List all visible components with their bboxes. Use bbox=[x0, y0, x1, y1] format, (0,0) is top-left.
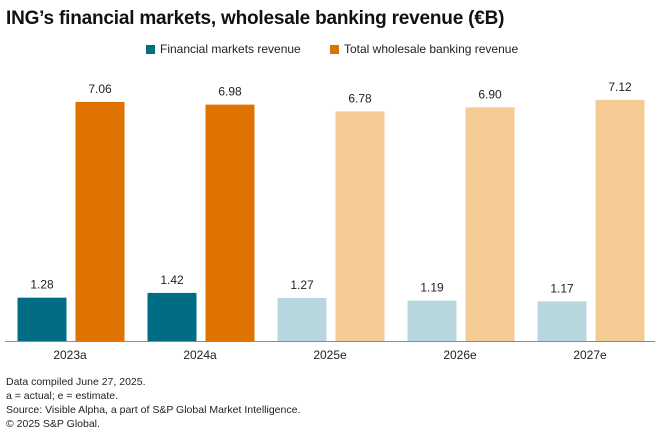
data-label-total-wholesale-2025e: 6.78 bbox=[348, 91, 372, 105]
bar-financial-markets-2027e bbox=[537, 301, 587, 341]
x-tick-label-2024a: 2024a bbox=[183, 348, 217, 362]
data-label-total-wholesale-2026e: 6.90 bbox=[478, 87, 502, 101]
bar-total-wholesale-2024a bbox=[205, 104, 255, 342]
data-label-financial-markets-2023a: 1.28 bbox=[30, 278, 54, 292]
bar-chart: 1.28 7.06 2023a 1.42 6.98 2024a 1.27 6.78 2025e 1… bbox=[5, 80, 655, 362]
data-label-total-wholesale-2023a: 7.06 bbox=[88, 82, 112, 96]
data-label-financial-markets-2027e: 1.17 bbox=[550, 281, 574, 295]
legend-label-financial-markets: Financial markets revenue bbox=[160, 42, 301, 56]
legend-swatch-total-wholesale bbox=[330, 44, 339, 54]
legend: Financial markets revenue Total wholesal… bbox=[0, 42, 660, 60]
data-label-total-wholesale-2027e: 7.12 bbox=[608, 80, 632, 94]
data-label-financial-markets-2025e: 1.27 bbox=[290, 278, 314, 292]
chart-title: ING’s financial markets, wholesale banki… bbox=[6, 8, 505, 29]
bar-financial-markets-2025e bbox=[277, 297, 327, 341]
bar-financial-markets-2026e bbox=[407, 300, 457, 341]
x-tick-label-2026e: 2026e bbox=[443, 348, 477, 362]
data-label-financial-markets-2024a: 1.42 bbox=[160, 273, 184, 287]
footnote-copyright: © 2025 S&P Global. bbox=[6, 418, 100, 430]
bar-financial-markets-2024a bbox=[147, 292, 197, 341]
bar-total-wholesale-2026e bbox=[465, 107, 515, 341]
legend-item-total-wholesale: Total wholesale banking revenue bbox=[330, 42, 518, 56]
x-tick-label-2027e: 2027e bbox=[573, 348, 607, 362]
x-tick-label-2025e: 2025e bbox=[313, 348, 347, 362]
footnotes: Data compiled June 27, 2025. a = actual;… bbox=[6, 375, 300, 431]
footnote-source: Source: Visible Alpha, a part of S&P Glo… bbox=[6, 404, 301, 416]
bar-financial-markets-2023a bbox=[17, 297, 67, 341]
bar-total-wholesale-2025e bbox=[335, 111, 385, 341]
x-tick-label-2023a: 2023a bbox=[53, 348, 87, 362]
data-label-financial-markets-2026e: 1.19 bbox=[420, 281, 444, 295]
legend-swatch-financial-markets bbox=[146, 44, 155, 54]
legend-label-total-wholesale: Total wholesale banking revenue bbox=[344, 42, 519, 56]
footnote-legend-key: a = actual; e = estimate. bbox=[6, 390, 119, 402]
footnote-date: Data compiled June 27, 2025. bbox=[6, 376, 146, 388]
bar-total-wholesale-2023a bbox=[75, 101, 125, 341]
bar-total-wholesale-2027e bbox=[595, 99, 645, 342]
legend-item-financial-markets: Financial markets revenue bbox=[146, 42, 301, 56]
data-label-total-wholesale-2024a: 6.98 bbox=[218, 85, 242, 99]
